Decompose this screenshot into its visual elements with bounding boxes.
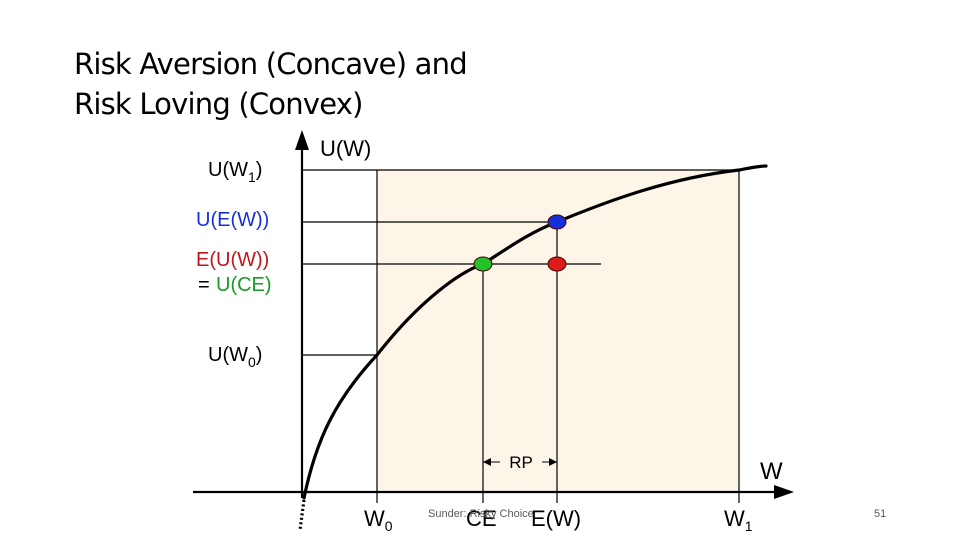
rp-label: RP [509, 453, 533, 472]
x-axis-arrow-icon [774, 485, 794, 499]
curve-extension-dotted [298, 499, 306, 531]
rp-arrow-left-icon [483, 458, 491, 466]
label-w0: W0 [364, 506, 393, 534]
title-line-2: Risk Loving (Convex) [74, 87, 363, 121]
x-axis-label: W [760, 458, 783, 485]
label-w1: W1 [724, 506, 753, 534]
point-u-ce [473, 256, 493, 272]
slide-title: Risk Aversion (Concave) and Risk Loving … [74, 44, 468, 124]
label-u-w1: U(W1) [208, 159, 262, 185]
page-number: 51 [874, 508, 887, 520]
y-axis-label: U(W) [320, 136, 371, 161]
label-u-ce: U(CE) [216, 274, 272, 296]
title-line-1: Risk Aversion (Concave) and [74, 47, 468, 81]
footer-text: Sunder: Risky Choice [428, 508, 534, 520]
point-e-uw [547, 256, 567, 272]
label-u-w0: U(W0) [208, 344, 262, 370]
label-ce: CE [466, 506, 497, 531]
y-axis-arrow-icon [295, 130, 309, 150]
rp-arrow-right-icon [549, 458, 557, 466]
label-equals: = [198, 274, 210, 296]
utility-curve [302, 164, 768, 500]
label-ew: E(W) [531, 506, 581, 531]
label-u-ew: U(E(W)) [196, 209, 269, 231]
label-e-uw: E(U(W)) [196, 249, 269, 271]
point-u-ew [547, 214, 567, 230]
